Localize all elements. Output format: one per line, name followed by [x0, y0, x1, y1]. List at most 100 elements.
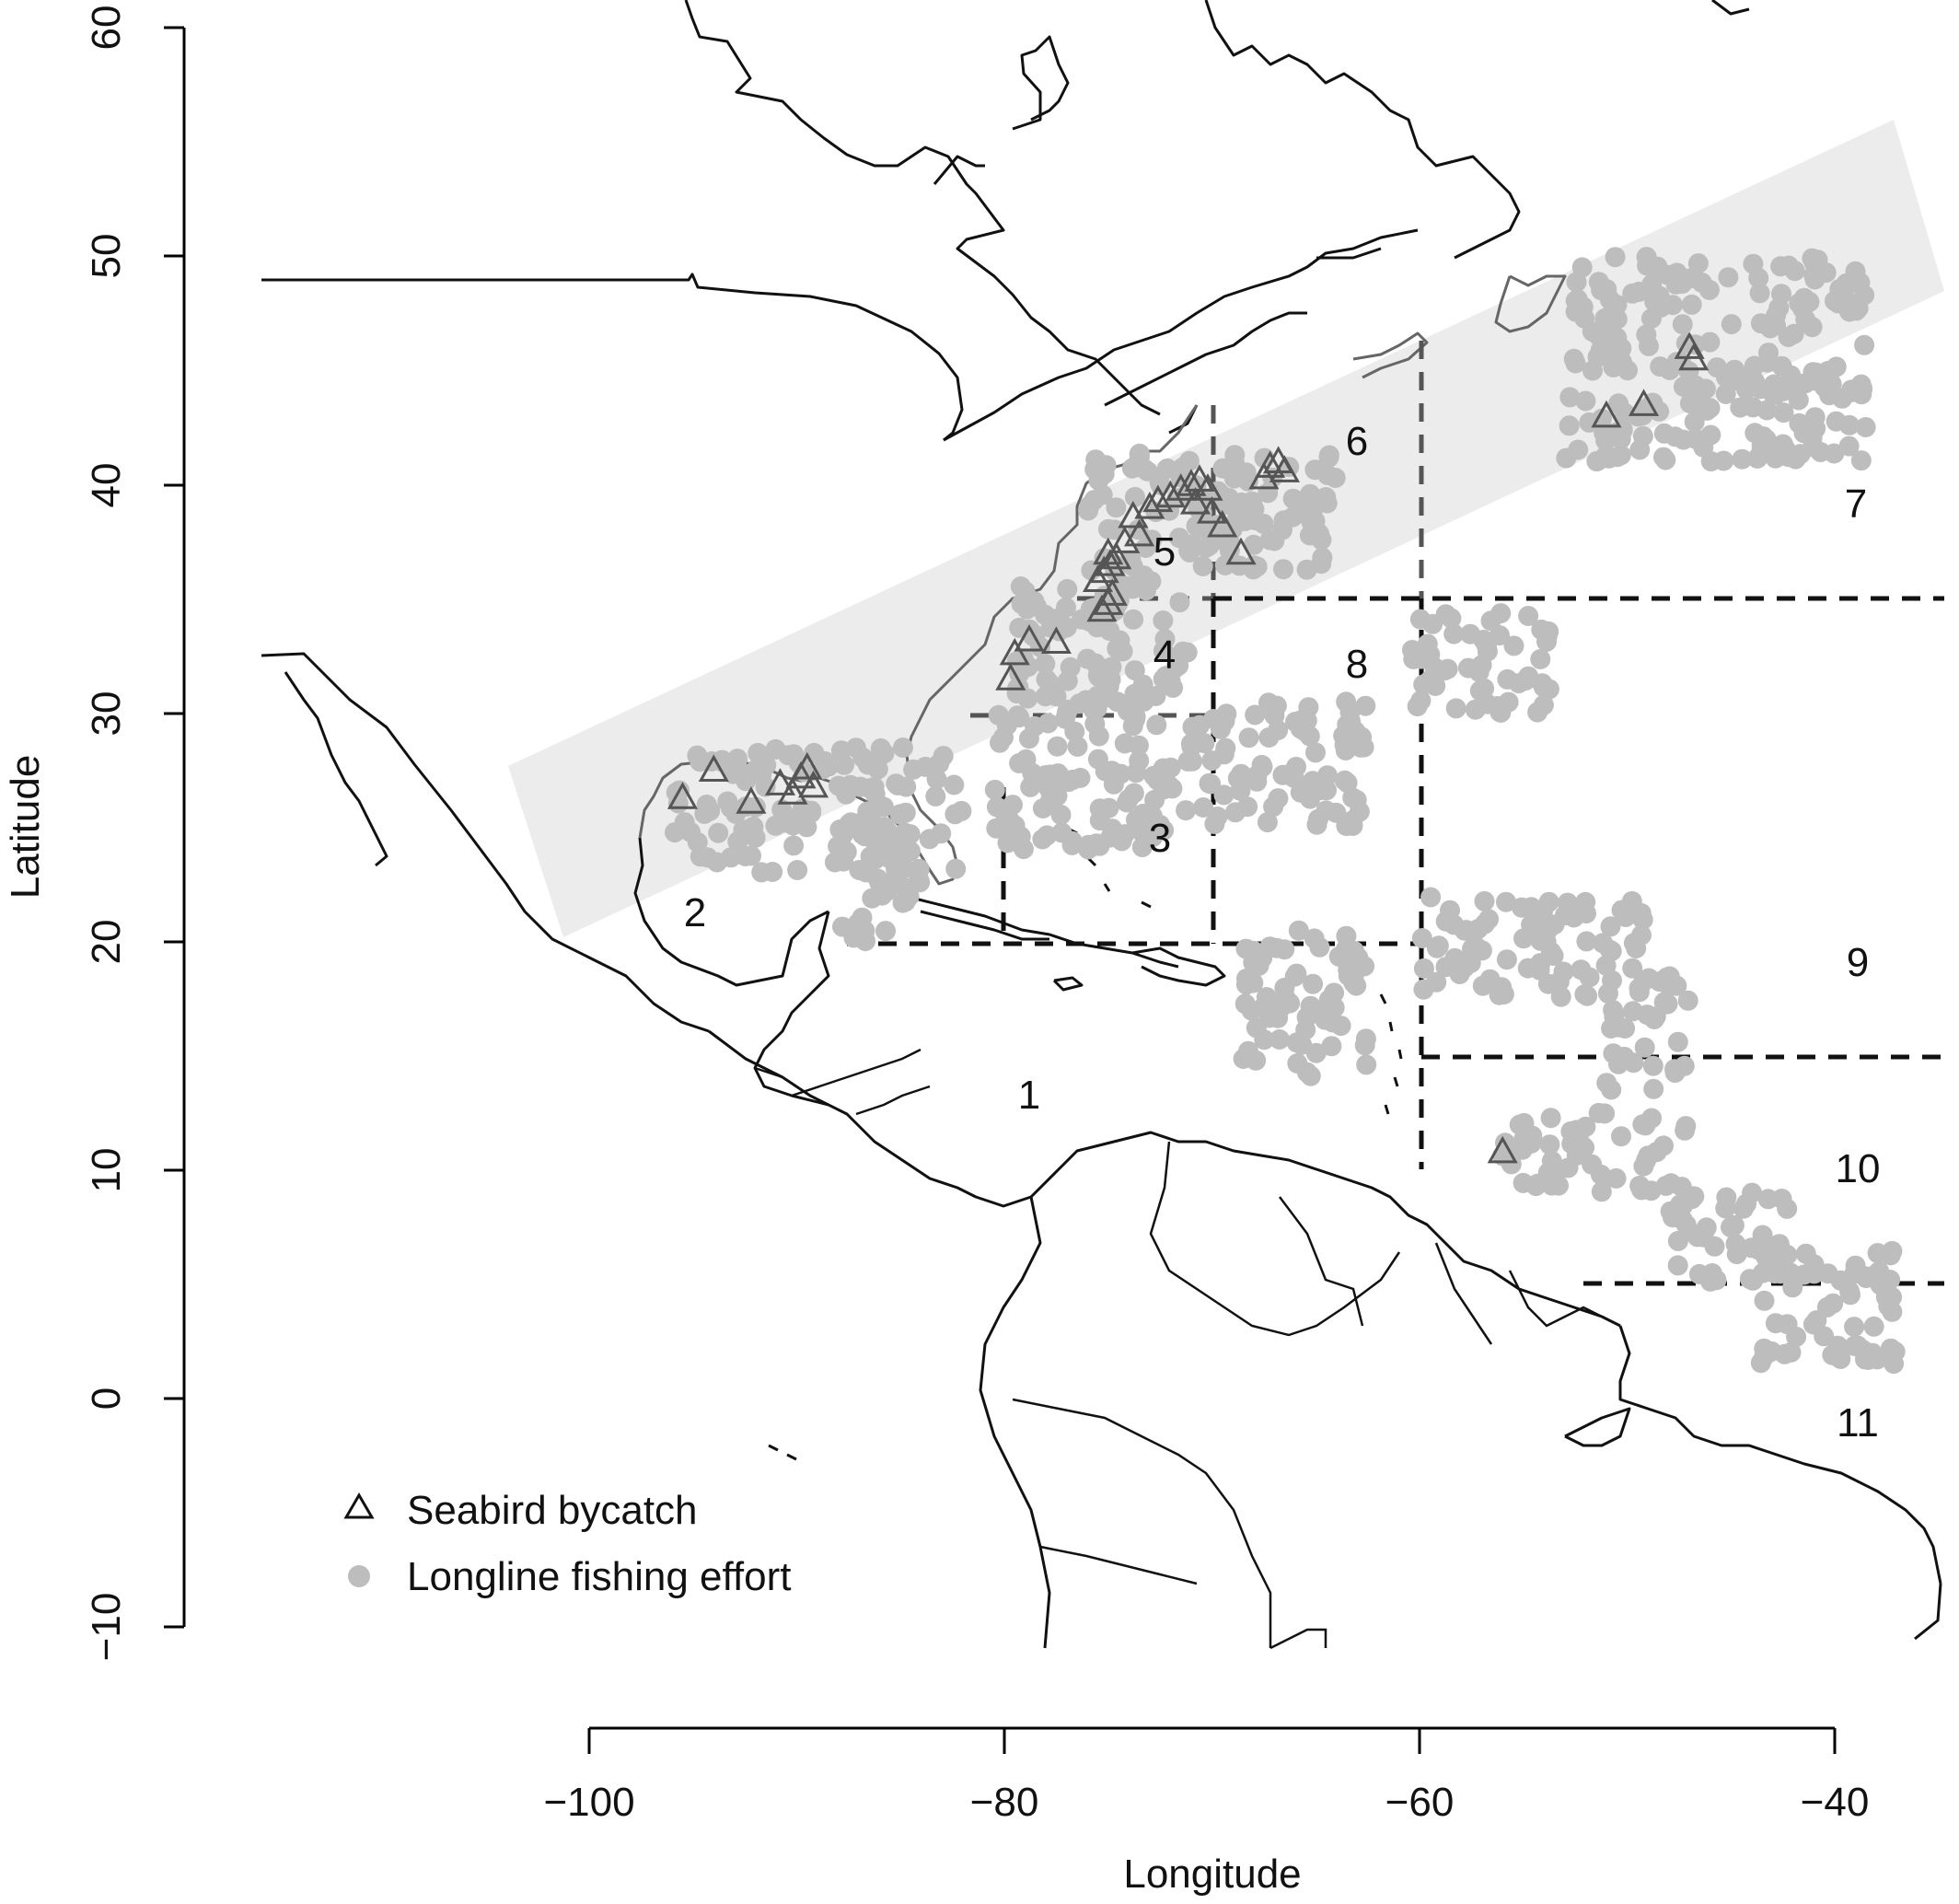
- region-label-4: 4: [1153, 633, 1176, 678]
- effort-point: [1307, 808, 1328, 830]
- effort-point: [1878, 1295, 1899, 1317]
- effort-point: [1085, 449, 1107, 470]
- effort-point: [1840, 1284, 1860, 1306]
- effort-point: [1420, 644, 1441, 665]
- effort-point: [1530, 649, 1551, 669]
- effort-point: [1623, 1052, 1644, 1074]
- effort-point: [1541, 1151, 1562, 1171]
- effort-point: [1539, 1134, 1560, 1155]
- effort-point: [866, 838, 887, 858]
- region-label-2: 2: [684, 890, 706, 935]
- effort-point: [1530, 930, 1551, 951]
- effort-point: [1660, 1201, 1681, 1222]
- effort-point: [762, 862, 783, 882]
- effort-point: [1445, 698, 1466, 719]
- effort-point: [1057, 700, 1078, 720]
- bycatch-point: [736, 786, 767, 814]
- effort-point: [1282, 488, 1304, 509]
- effort-point: [1603, 1000, 1624, 1021]
- y-axis-title: Latitude: [3, 755, 48, 900]
- bycatch-point: [1040, 626, 1072, 655]
- effort-point: [1067, 736, 1088, 757]
- effort-point: [1273, 559, 1293, 580]
- effort-point: [836, 842, 857, 863]
- effort-point: [1793, 287, 1814, 308]
- effort-point: [1720, 372, 1741, 392]
- effort-point: [1120, 550, 1142, 571]
- effort-point: [836, 784, 857, 805]
- effort-point: [1826, 411, 1847, 432]
- bycatch-point: [1179, 487, 1211, 515]
- effort-point: [1575, 390, 1596, 412]
- effort-point: [1599, 289, 1620, 310]
- effort-point: [1667, 1031, 1688, 1052]
- y-axis: 60 50 40 30 20 10 0 −10 Latitude: [3, 6, 186, 1661]
- effort-point: [1351, 726, 1373, 748]
- effort-point: [801, 800, 822, 821]
- bycatch-point: [698, 754, 729, 782]
- effort-point: [1715, 1198, 1736, 1219]
- effort-point: [1588, 272, 1609, 293]
- effort-point: [1855, 417, 1876, 437]
- effort-point: [849, 860, 870, 880]
- effort-point: [1667, 1230, 1688, 1251]
- effort-point: [727, 749, 748, 770]
- effort-point: [1622, 283, 1643, 304]
- effort-point: [1587, 346, 1608, 367]
- effort-point: [1556, 447, 1577, 469]
- effort-point: [1723, 1214, 1745, 1236]
- effort-point: [1227, 507, 1248, 528]
- effort-point: [1633, 970, 1654, 992]
- effort-point: [1271, 519, 1292, 540]
- effort-point: [1008, 677, 1029, 698]
- effort-point: [1268, 788, 1289, 809]
- effort-point: [1829, 278, 1850, 299]
- region-label-11: 11: [1837, 1400, 1879, 1445]
- effort-point: [1617, 360, 1638, 381]
- effort-point: [1640, 1180, 1662, 1202]
- effort-point: [1780, 1341, 1802, 1363]
- effort-point: [1106, 497, 1127, 518]
- effort-point: [1247, 951, 1269, 971]
- effort-point: [996, 818, 1017, 839]
- y-tick-60: 60: [84, 6, 129, 51]
- effort-point: [1051, 822, 1072, 843]
- effort-point: [1602, 969, 1622, 991]
- effort-point: [1786, 1326, 1807, 1347]
- effort-point: [1632, 425, 1653, 447]
- effort-point: [1832, 388, 1853, 409]
- effort-point: [1525, 912, 1547, 934]
- effort-point: [1064, 721, 1085, 742]
- effort-point: [1804, 407, 1826, 428]
- x-axis-title: Longitude: [1123, 1852, 1301, 1897]
- effort-point: [1861, 1266, 1883, 1287]
- effort-point: [1026, 596, 1047, 617]
- effort-point: [1493, 984, 1514, 1004]
- effort-point: [1577, 985, 1598, 1006]
- effort-point: [1095, 760, 1116, 782]
- effort-point: [1336, 939, 1357, 959]
- effort-point: [1131, 837, 1153, 858]
- effort-point: [1413, 979, 1434, 1000]
- effort-point: [1195, 538, 1216, 558]
- effort-point: [1334, 770, 1355, 791]
- effort-point: [1605, 1167, 1627, 1189]
- effort-point: [1011, 593, 1032, 614]
- effort-point: [1582, 1154, 1603, 1175]
- effort-point: [1588, 1102, 1609, 1123]
- x-tick-minus40: −40: [1801, 1780, 1870, 1825]
- x-tick-minus60: −60: [1385, 1780, 1455, 1825]
- effort-point: [887, 854, 909, 876]
- effort-point: [1435, 911, 1456, 932]
- effort-point: [1777, 1198, 1798, 1219]
- effort-point: [1181, 737, 1202, 758]
- effort-point: [1743, 1270, 1764, 1291]
- effort-point: [1757, 1189, 1779, 1210]
- effort-point: [1693, 1226, 1714, 1248]
- effort-point: [1125, 689, 1146, 710]
- effort-point: [1496, 891, 1516, 912]
- effort-point: [1441, 608, 1462, 629]
- effort-point: [1309, 936, 1330, 958]
- effort-point: [1182, 716, 1203, 737]
- effort-point: [1413, 958, 1434, 979]
